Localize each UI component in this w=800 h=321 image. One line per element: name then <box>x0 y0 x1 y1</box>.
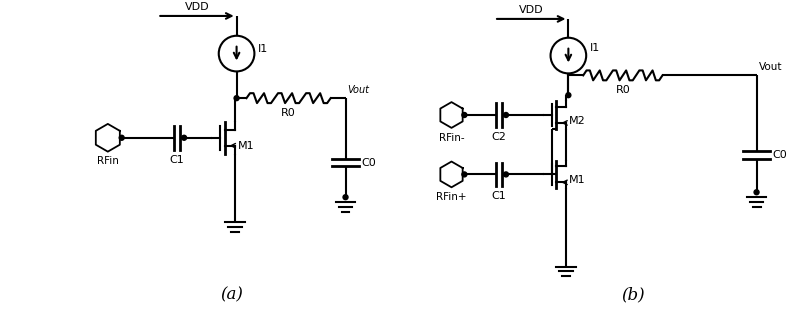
Text: R0: R0 <box>282 108 296 118</box>
Circle shape <box>754 190 759 195</box>
Text: C0: C0 <box>773 150 787 160</box>
Circle shape <box>182 135 186 140</box>
Text: M1: M1 <box>238 141 254 151</box>
Circle shape <box>462 113 467 117</box>
Text: Vout: Vout <box>347 85 370 95</box>
Text: (b): (b) <box>621 286 645 303</box>
Text: C2: C2 <box>492 132 506 142</box>
Text: M2: M2 <box>570 116 586 126</box>
Text: VDD: VDD <box>519 5 543 15</box>
Text: C1: C1 <box>492 191 506 201</box>
Text: VDD: VDD <box>185 2 210 12</box>
Circle shape <box>462 172 467 177</box>
Text: (a): (a) <box>220 286 243 303</box>
Circle shape <box>343 195 348 200</box>
Text: I1: I1 <box>590 43 601 53</box>
Circle shape <box>503 172 509 177</box>
Text: M1: M1 <box>570 175 586 185</box>
Circle shape <box>119 135 124 140</box>
Circle shape <box>566 93 571 98</box>
Text: RFin+: RFin+ <box>436 192 466 202</box>
Text: RFin-: RFin- <box>438 133 464 143</box>
Text: C1: C1 <box>170 155 185 165</box>
Circle shape <box>234 96 239 100</box>
Text: RFin: RFin <box>97 156 118 166</box>
Circle shape <box>503 113 509 117</box>
Text: Vout: Vout <box>758 62 782 73</box>
Text: R0: R0 <box>615 85 630 95</box>
Text: C0: C0 <box>362 158 376 168</box>
Text: I1: I1 <box>258 44 269 54</box>
